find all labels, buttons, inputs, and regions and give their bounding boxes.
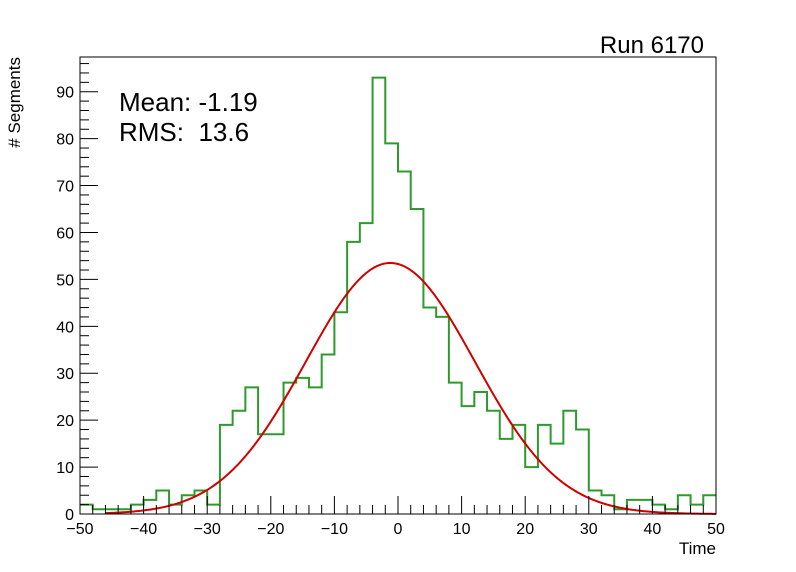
x-tick-label: 10 bbox=[453, 521, 471, 538]
y-tick-label: 0 bbox=[65, 507, 74, 524]
stats-mean: Mean: -1.19 bbox=[119, 87, 258, 117]
histogram-bin bbox=[411, 209, 424, 514]
histogram-bin bbox=[500, 439, 513, 514]
x-tick-label: 30 bbox=[580, 521, 598, 538]
y-tick-label: 50 bbox=[56, 272, 74, 289]
histogram-series bbox=[80, 76, 716, 514]
y-tick-label: 10 bbox=[56, 460, 74, 477]
histogram-bin bbox=[398, 171, 411, 514]
histogram-bin bbox=[220, 425, 233, 514]
y-tick-label: 40 bbox=[56, 319, 74, 336]
axes: −50 −40 −30 −20 −10 0 10 20 30 40 50 0 10 20 30 40 50 60 7… bbox=[56, 56, 725, 538]
x-tick-label: −20 bbox=[257, 521, 284, 538]
histogram-bin bbox=[322, 354, 335, 514]
y-tick-label: 80 bbox=[56, 132, 74, 149]
histogram-bin bbox=[627, 500, 640, 514]
histogram-bin bbox=[474, 392, 487, 514]
y-tick-label: 60 bbox=[56, 225, 74, 242]
y-tick-label: 30 bbox=[56, 366, 74, 383]
histogram-bin bbox=[347, 242, 360, 514]
x-tick-label: 20 bbox=[516, 521, 534, 538]
y-tick-label: 20 bbox=[56, 413, 74, 430]
histogram-bin bbox=[156, 491, 169, 514]
histogram-bin bbox=[373, 78, 386, 514]
x-tick-label: −10 bbox=[321, 521, 348, 538]
x-tick-label: −30 bbox=[194, 521, 221, 538]
histogram-bin bbox=[512, 425, 525, 514]
histogram-bin bbox=[144, 500, 157, 514]
x-axis-label: Time bbox=[679, 539, 716, 558]
histogram-bin bbox=[423, 308, 436, 514]
histogram-bin bbox=[462, 406, 475, 514]
histogram-bin bbox=[385, 143, 398, 514]
y-tick-label: 90 bbox=[56, 85, 74, 102]
histogram-bin bbox=[80, 505, 93, 514]
histogram-bin bbox=[309, 387, 322, 514]
x-tick-label: 0 bbox=[394, 521, 403, 538]
chart-title: Run 6170 bbox=[600, 32, 704, 59]
histogram-bin bbox=[436, 317, 449, 514]
histogram-bin bbox=[563, 411, 576, 514]
histogram-bin bbox=[258, 434, 271, 514]
fit-series bbox=[105, 261, 717, 515]
y-axis-label: # Segments bbox=[5, 57, 24, 148]
histogram-bin bbox=[271, 434, 284, 514]
histogram-bin bbox=[360, 223, 373, 514]
histogram-bin bbox=[245, 387, 258, 514]
histogram-bin bbox=[703, 495, 716, 514]
gaussian-fit-line bbox=[105, 261, 717, 515]
x-tick-label: −50 bbox=[66, 521, 93, 538]
histogram-bin bbox=[296, 378, 309, 514]
histogram-bin bbox=[678, 495, 691, 514]
stats-rms: RMS: 13.6 bbox=[119, 117, 249, 147]
y-tick-label: 70 bbox=[56, 179, 74, 196]
histogram-bin bbox=[449, 383, 462, 514]
histogram-bin bbox=[207, 505, 220, 514]
histogram-bin bbox=[487, 411, 500, 514]
histogram-bin bbox=[576, 430, 589, 514]
x-tick-label: −40 bbox=[130, 521, 157, 538]
histogram-bin bbox=[334, 312, 347, 514]
histogram-bin bbox=[131, 505, 144, 514]
histogram-outline bbox=[80, 76, 716, 511]
x-tick-label: 40 bbox=[644, 521, 662, 538]
histogram-bin bbox=[525, 467, 538, 514]
histogram-bin bbox=[284, 383, 297, 514]
x-tick-label: 50 bbox=[707, 521, 725, 538]
